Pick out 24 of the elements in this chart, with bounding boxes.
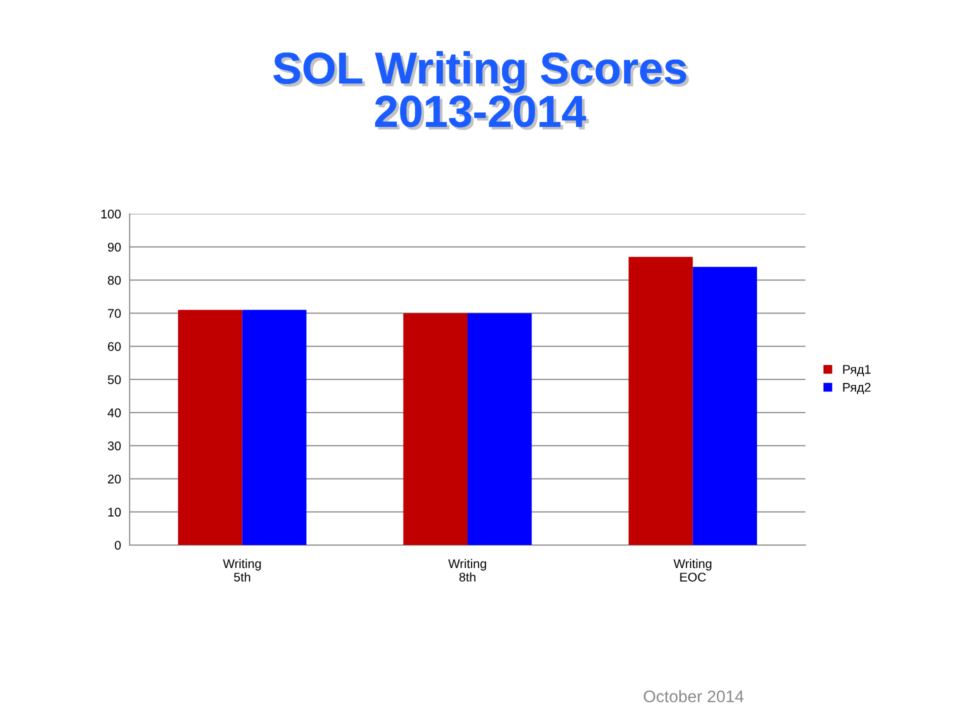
x-tick-label: Writing 5th [222,558,261,582]
bar [628,256,693,546]
y-tick-label: 30 [108,441,121,450]
bar [468,313,532,546]
bar [692,266,758,546]
bar [242,310,306,546]
chart-title: SOL Writing Scores 2013-2014 [273,51,689,130]
text: October 2014 [644,690,744,702]
y-tick-label: 40 [108,408,121,418]
y-tick-label: 90 [108,242,121,252]
y-tick-label: 0 [114,540,121,550]
y-tick-label: 10 [108,508,121,517]
y-tick-label: 20 [108,474,121,484]
y-tick-label: 100 [101,210,121,218]
legend-label: Ряд2 [843,382,870,394]
bar [403,313,468,546]
y-tick-label: 60 [108,342,121,351]
y-tick-label: 70 [108,309,121,318]
x-tick-label: Writing 8th [448,558,486,582]
y-tick-label: 50 [108,375,121,384]
bar [178,310,242,546]
legend-label: Ряд1 [843,365,871,376]
x-tick-label: Writing EOC [674,558,712,582]
y-tick-label: 80 [108,276,121,285]
